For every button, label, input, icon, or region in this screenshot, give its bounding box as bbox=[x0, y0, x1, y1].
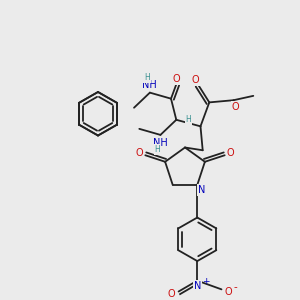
Text: H: H bbox=[185, 115, 191, 124]
Text: O: O bbox=[172, 74, 180, 84]
Text: O: O bbox=[136, 148, 143, 158]
Text: O: O bbox=[227, 148, 235, 158]
Text: NH: NH bbox=[153, 138, 168, 148]
Text: O: O bbox=[191, 75, 199, 85]
Text: +: + bbox=[202, 277, 210, 286]
Text: N: N bbox=[198, 185, 205, 195]
Text: -: - bbox=[234, 282, 237, 292]
Text: H: H bbox=[154, 145, 160, 154]
Text: O: O bbox=[232, 102, 239, 112]
Text: NH: NH bbox=[142, 80, 157, 90]
Text: O: O bbox=[225, 287, 232, 297]
Text: N: N bbox=[194, 280, 201, 291]
Text: O: O bbox=[168, 290, 176, 299]
Text: H: H bbox=[144, 73, 150, 82]
